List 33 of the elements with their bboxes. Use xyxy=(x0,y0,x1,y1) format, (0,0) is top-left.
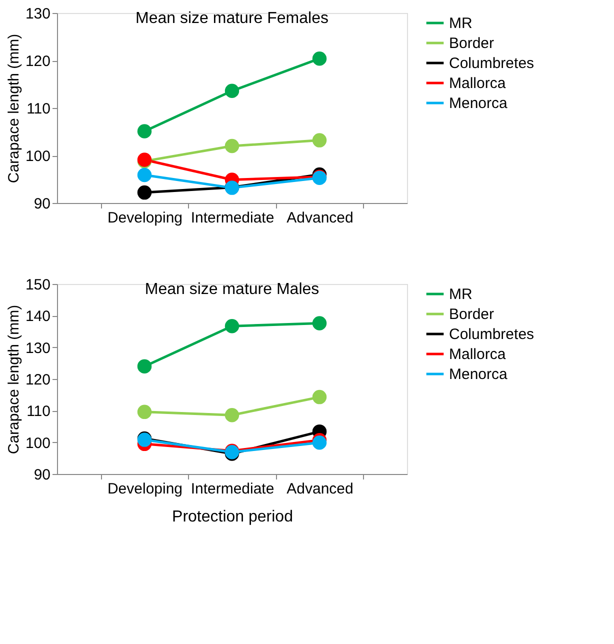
y-tick-label: 120 xyxy=(25,372,50,388)
legend-label: MR xyxy=(449,15,472,32)
x-tick-label: Advanced xyxy=(286,210,354,226)
y-tick-label: 100 xyxy=(25,148,50,165)
y-tick-label: 100 xyxy=(25,434,50,452)
x-tick-label: Developing xyxy=(107,210,183,226)
legend-label: Menorca xyxy=(449,366,508,383)
y-tick-label: 120 xyxy=(25,53,50,70)
legend-label: Columbretes xyxy=(449,326,534,343)
x-tick-label: Advanced xyxy=(286,480,354,498)
y-tick-label: 90 xyxy=(34,196,50,212)
y-axis-title: Carapace length (mm) xyxy=(5,34,22,184)
x-tick-label: Intermediate xyxy=(190,480,274,498)
chart-title: Mean size mature Females xyxy=(136,10,328,27)
y-tick-label: 110 xyxy=(26,403,50,420)
legend-label: MR xyxy=(449,286,472,303)
y-tick-label: 130 xyxy=(25,6,50,22)
legend-label: Menorca xyxy=(449,95,508,112)
legend-label: Mallorca xyxy=(449,75,506,92)
y-tick-label: 110 xyxy=(26,100,50,118)
y-tick-label: 140 xyxy=(25,308,50,326)
legend-label: Mallorca xyxy=(449,346,506,363)
chart-title: Mean size mature Males xyxy=(144,281,320,298)
y-tick-label: 90 xyxy=(34,466,50,484)
x-axis-title: Protection period xyxy=(172,508,293,526)
y-axis-title: Carapace length (mm) xyxy=(5,304,22,454)
y-tick-label: 130 xyxy=(25,340,50,357)
legend-label: Border xyxy=(449,306,494,323)
x-tick-label: Developing xyxy=(107,480,183,498)
x-tick-label: Intermediate xyxy=(190,210,274,226)
legend-label: Columbretes xyxy=(449,55,534,72)
y-tick-label: 150 xyxy=(25,276,50,294)
legend-label: Border xyxy=(449,35,494,52)
